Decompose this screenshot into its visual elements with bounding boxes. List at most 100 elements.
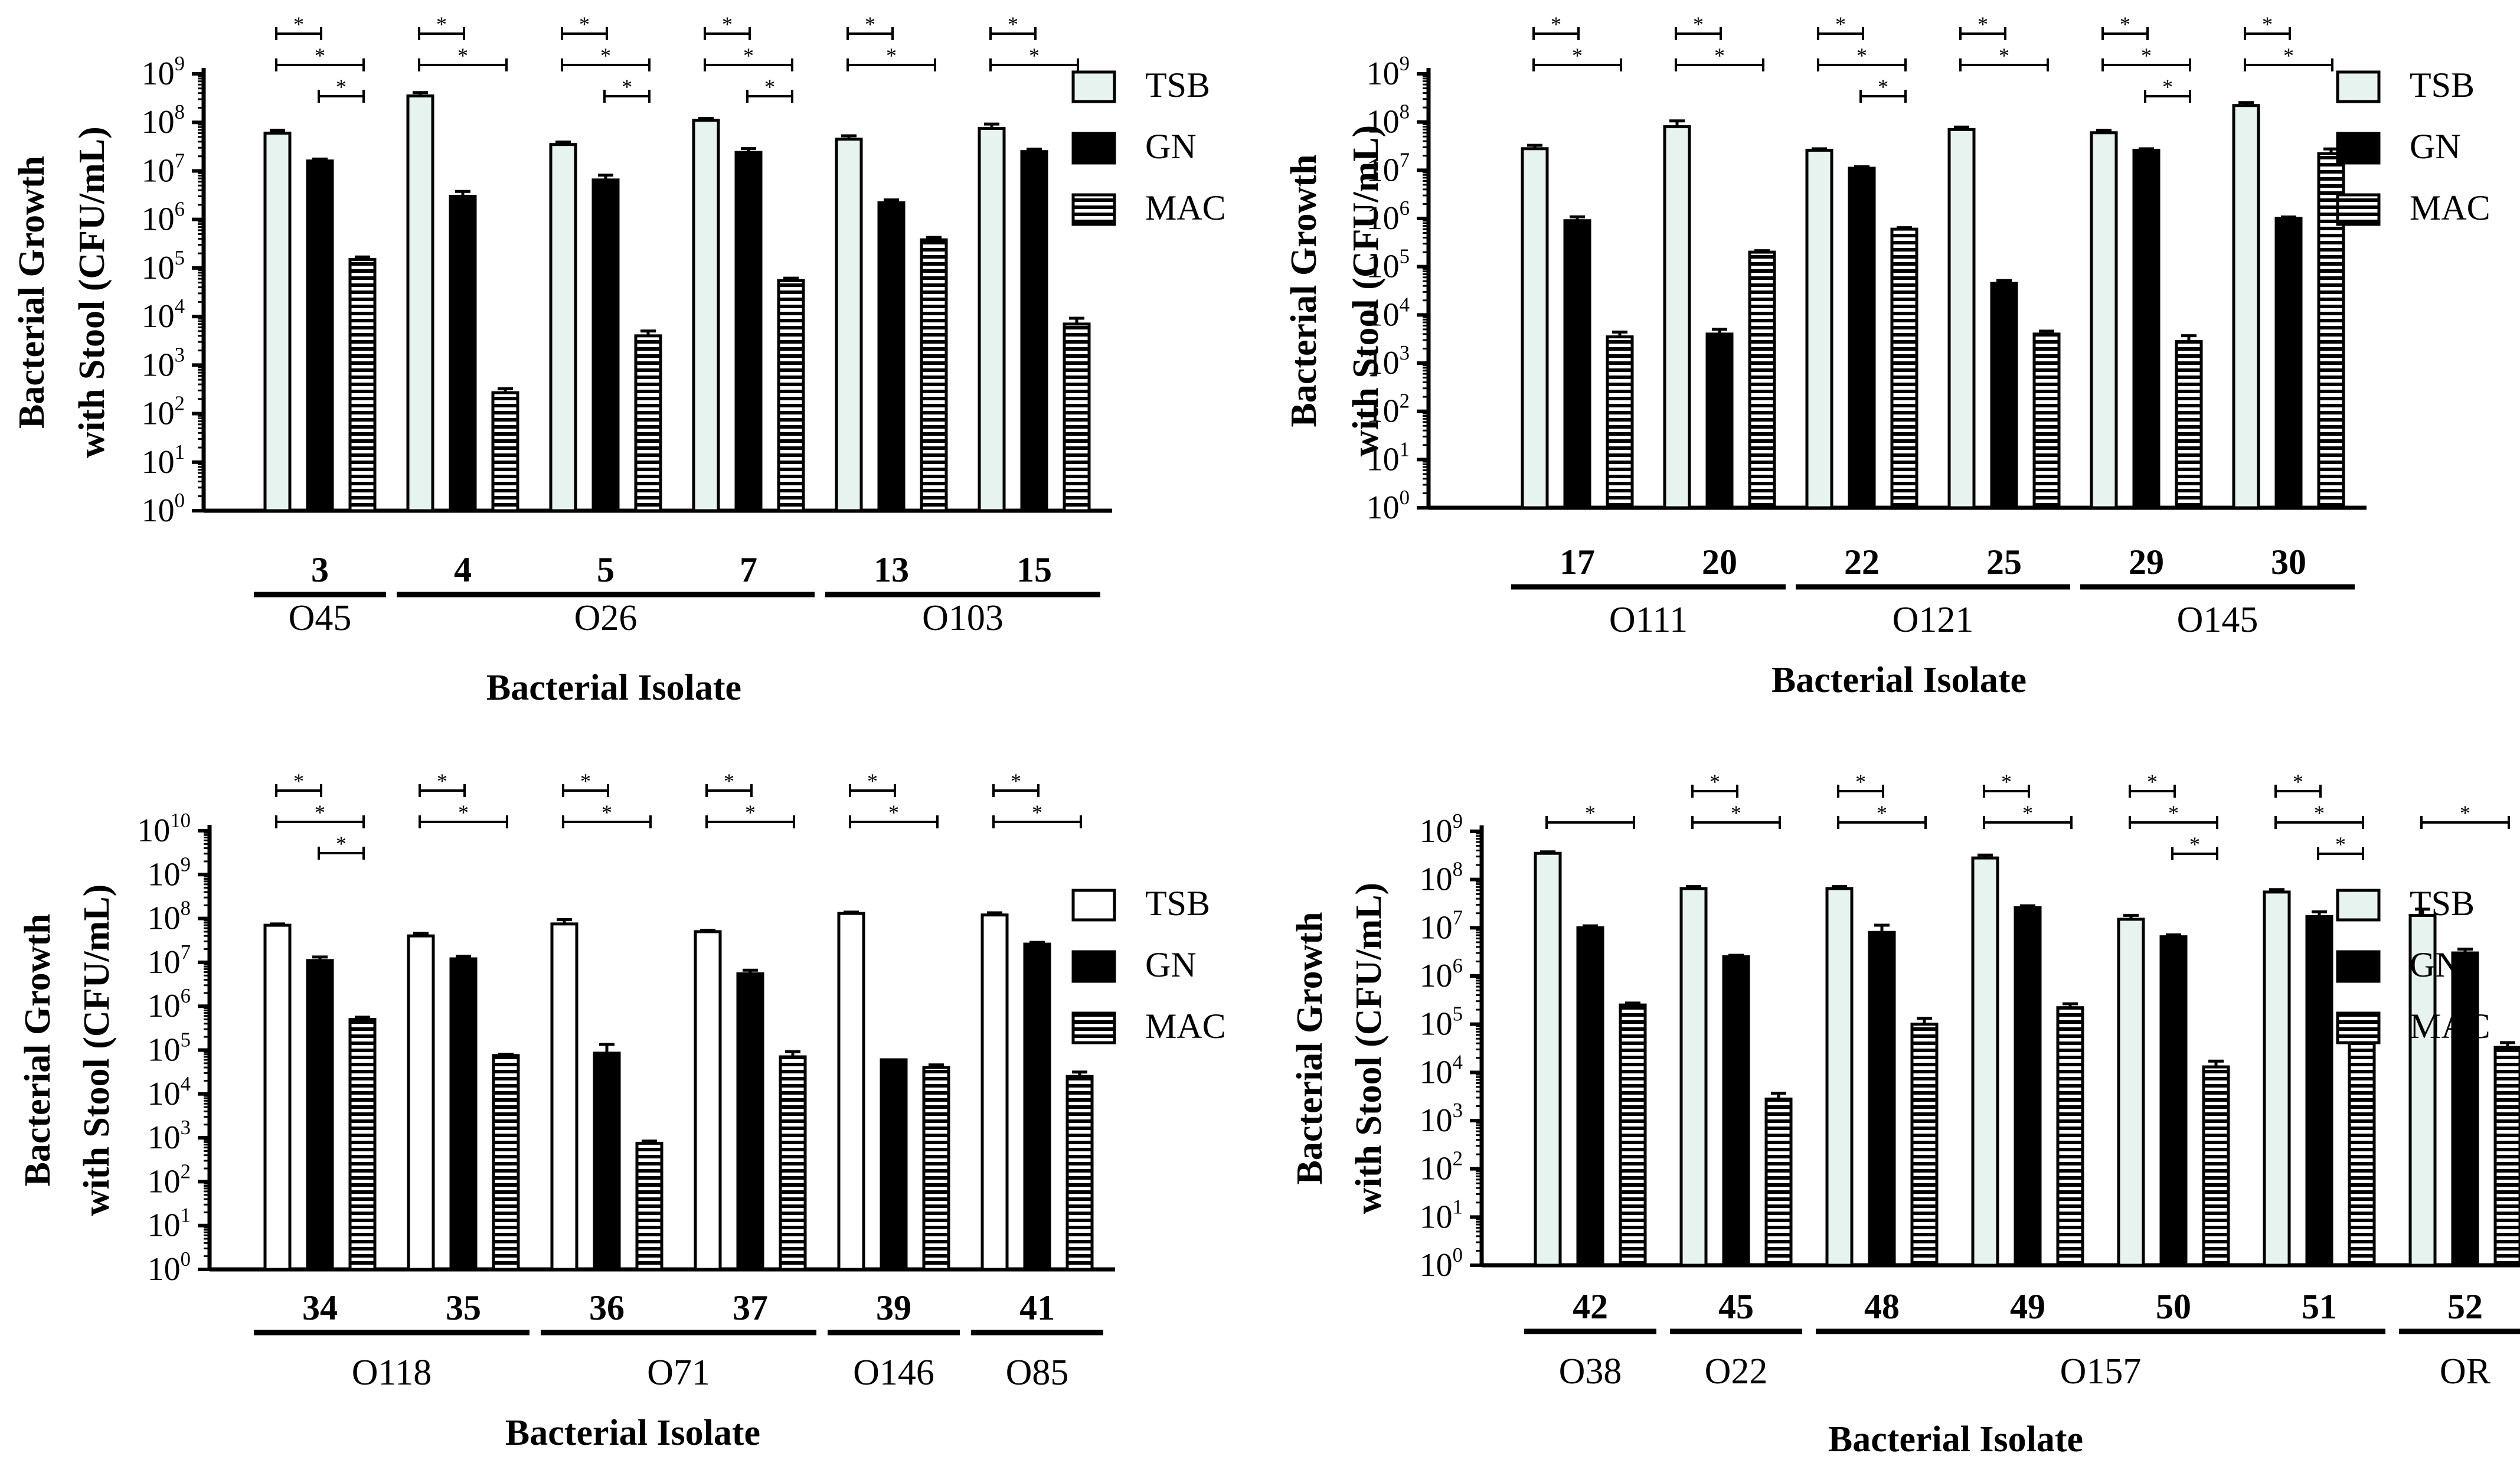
significance-star: * <box>1029 44 1040 67</box>
isolate-label: 50 <box>2156 1287 2191 1326</box>
tsb-bar <box>1679 887 1708 1267</box>
tsb-bar <box>263 131 292 512</box>
significance-bracket <box>419 815 508 828</box>
isolate-label: 22 <box>1844 543 1880 582</box>
significance-bracket <box>561 27 608 40</box>
serogroup-label: O85 <box>1006 1353 1069 1393</box>
gn-bar <box>877 201 906 512</box>
legend-swatch-gn <box>2336 950 2381 983</box>
y-tick-base: 10 <box>1367 441 1400 478</box>
y-tick-exponent: 4 <box>1453 1050 1463 1073</box>
y-tick-exponent: 3 <box>1453 1099 1463 1122</box>
significance-bracket <box>1837 785 1884 798</box>
mac-bar <box>1890 227 1918 510</box>
y-tick-base: 10 <box>1420 813 1453 850</box>
y-tick-label: 106 <box>142 198 185 238</box>
gn-bar <box>593 1052 621 1271</box>
significance-bracket <box>2244 58 2333 71</box>
serogroup-label: O103 <box>922 598 1004 638</box>
isolate-label: 42 <box>1573 1287 1608 1326</box>
y-tick-exponent: 4 <box>175 295 185 318</box>
y-tick-exponent: 9 <box>1400 52 1410 75</box>
tsb-bar <box>980 913 1009 1271</box>
y-tick-label: 101 <box>1420 1195 1463 1235</box>
legend-label-mac: MAC <box>2410 1007 2490 1046</box>
significance-star: * <box>1857 44 1867 67</box>
gn-bar <box>2014 906 2042 1267</box>
y-tick-exponent: 5 <box>1453 1003 1463 1026</box>
legend-label-gn: GN <box>2410 127 2461 166</box>
significance-bracket <box>318 90 365 103</box>
y-tick-base: 10 <box>148 944 181 981</box>
y-tick-exponent: 5 <box>175 246 185 269</box>
y-tick-label: 100 <box>148 1248 191 1288</box>
y-tick-exponent: 9 <box>1453 809 1463 832</box>
x-axis-label: Bacterial Isolate <box>486 668 741 708</box>
significance-bracket <box>746 90 793 103</box>
significance-star: * <box>2141 44 2152 67</box>
gn-bar <box>306 159 334 512</box>
significance-star: * <box>293 12 304 36</box>
y-axis-label-line2: with Stool (CFU/mL) <box>1349 883 1389 1214</box>
serogroup-label: O45 <box>289 598 352 638</box>
significance-star: * <box>764 75 775 99</box>
y-tick-base: 10 <box>1420 1199 1453 1235</box>
y-tick-base: 10 <box>1367 152 1400 188</box>
isolate-label: 20 <box>1702 543 1737 582</box>
y-tick-exponent: 5 <box>1400 245 1410 268</box>
legend-swatch-mac <box>1071 193 1116 226</box>
y-tick-exponent: 1 <box>1453 1195 1463 1218</box>
significance-star: * <box>2314 801 2325 825</box>
y-tick-base: 10 <box>1367 393 1400 430</box>
y-tick-label: 105 <box>148 1029 191 1069</box>
legend-label-gn: GN <box>1145 127 1197 166</box>
y-tick-label: 103 <box>148 1116 191 1156</box>
tsb-bar <box>549 143 577 512</box>
significance-star: * <box>867 769 878 793</box>
y-tick-label: 108 <box>1367 100 1410 141</box>
y-tick-label: 100 <box>1367 486 1410 526</box>
gn-bar <box>734 151 763 512</box>
significance-star: * <box>2001 770 2012 794</box>
mac-bar <box>1065 1075 1094 1271</box>
mac-bar <box>1606 335 1634 510</box>
significance-star: * <box>886 44 897 67</box>
y-tick-label: 109 <box>142 52 185 92</box>
significance-star: * <box>436 12 447 36</box>
gn-bar <box>449 194 477 512</box>
significance-bracket <box>418 27 465 40</box>
isolate-label: 52 <box>2447 1287 2483 1326</box>
y-tick-label: 103 <box>1367 341 1410 381</box>
y-tick-base: 10 <box>148 1032 181 1069</box>
significance-star: * <box>2022 801 2033 825</box>
y-tick-label: 109 <box>1367 52 1410 92</box>
isolate-label: 39 <box>876 1288 911 1327</box>
significance-star: * <box>2293 770 2303 794</box>
y-tick-label: 102 <box>1420 1147 1463 1187</box>
y-tick-label: 108 <box>142 100 185 141</box>
tsb-bar <box>550 922 578 1271</box>
legend-label-mac: MAC <box>2410 188 2490 227</box>
serogroup-label: OR <box>2440 1351 2491 1392</box>
legend-label-mac: MAC <box>1145 188 1226 227</box>
significance-bracket <box>275 784 322 797</box>
isolate-label: 45 <box>1718 1287 1754 1326</box>
y-tick-label: 108 <box>148 897 191 937</box>
y-tick-exponent: 4 <box>1400 293 1410 316</box>
legend-swatch-tsb <box>1071 889 1116 922</box>
y-tick-exponent: 6 <box>175 198 185 221</box>
y-tick-label: 106 <box>1420 954 1463 994</box>
y-tick-exponent: 0 <box>175 489 185 512</box>
significance-bracket <box>1983 785 2030 798</box>
significance-bracket <box>2317 847 2364 860</box>
significance-bracket <box>1859 90 1907 103</box>
gn-bar <box>2274 217 2303 510</box>
significance-bracket <box>2101 27 2149 40</box>
y-tick-base: 10 <box>142 250 175 286</box>
significance-star: * <box>622 75 632 99</box>
isolate-label: 49 <box>2010 1287 2045 1326</box>
y-tick-label: 105 <box>142 246 185 286</box>
significance-star: * <box>1714 44 1725 67</box>
y-tick-label: 101 <box>142 440 185 481</box>
y-tick-base: 10 <box>1367 55 1400 92</box>
